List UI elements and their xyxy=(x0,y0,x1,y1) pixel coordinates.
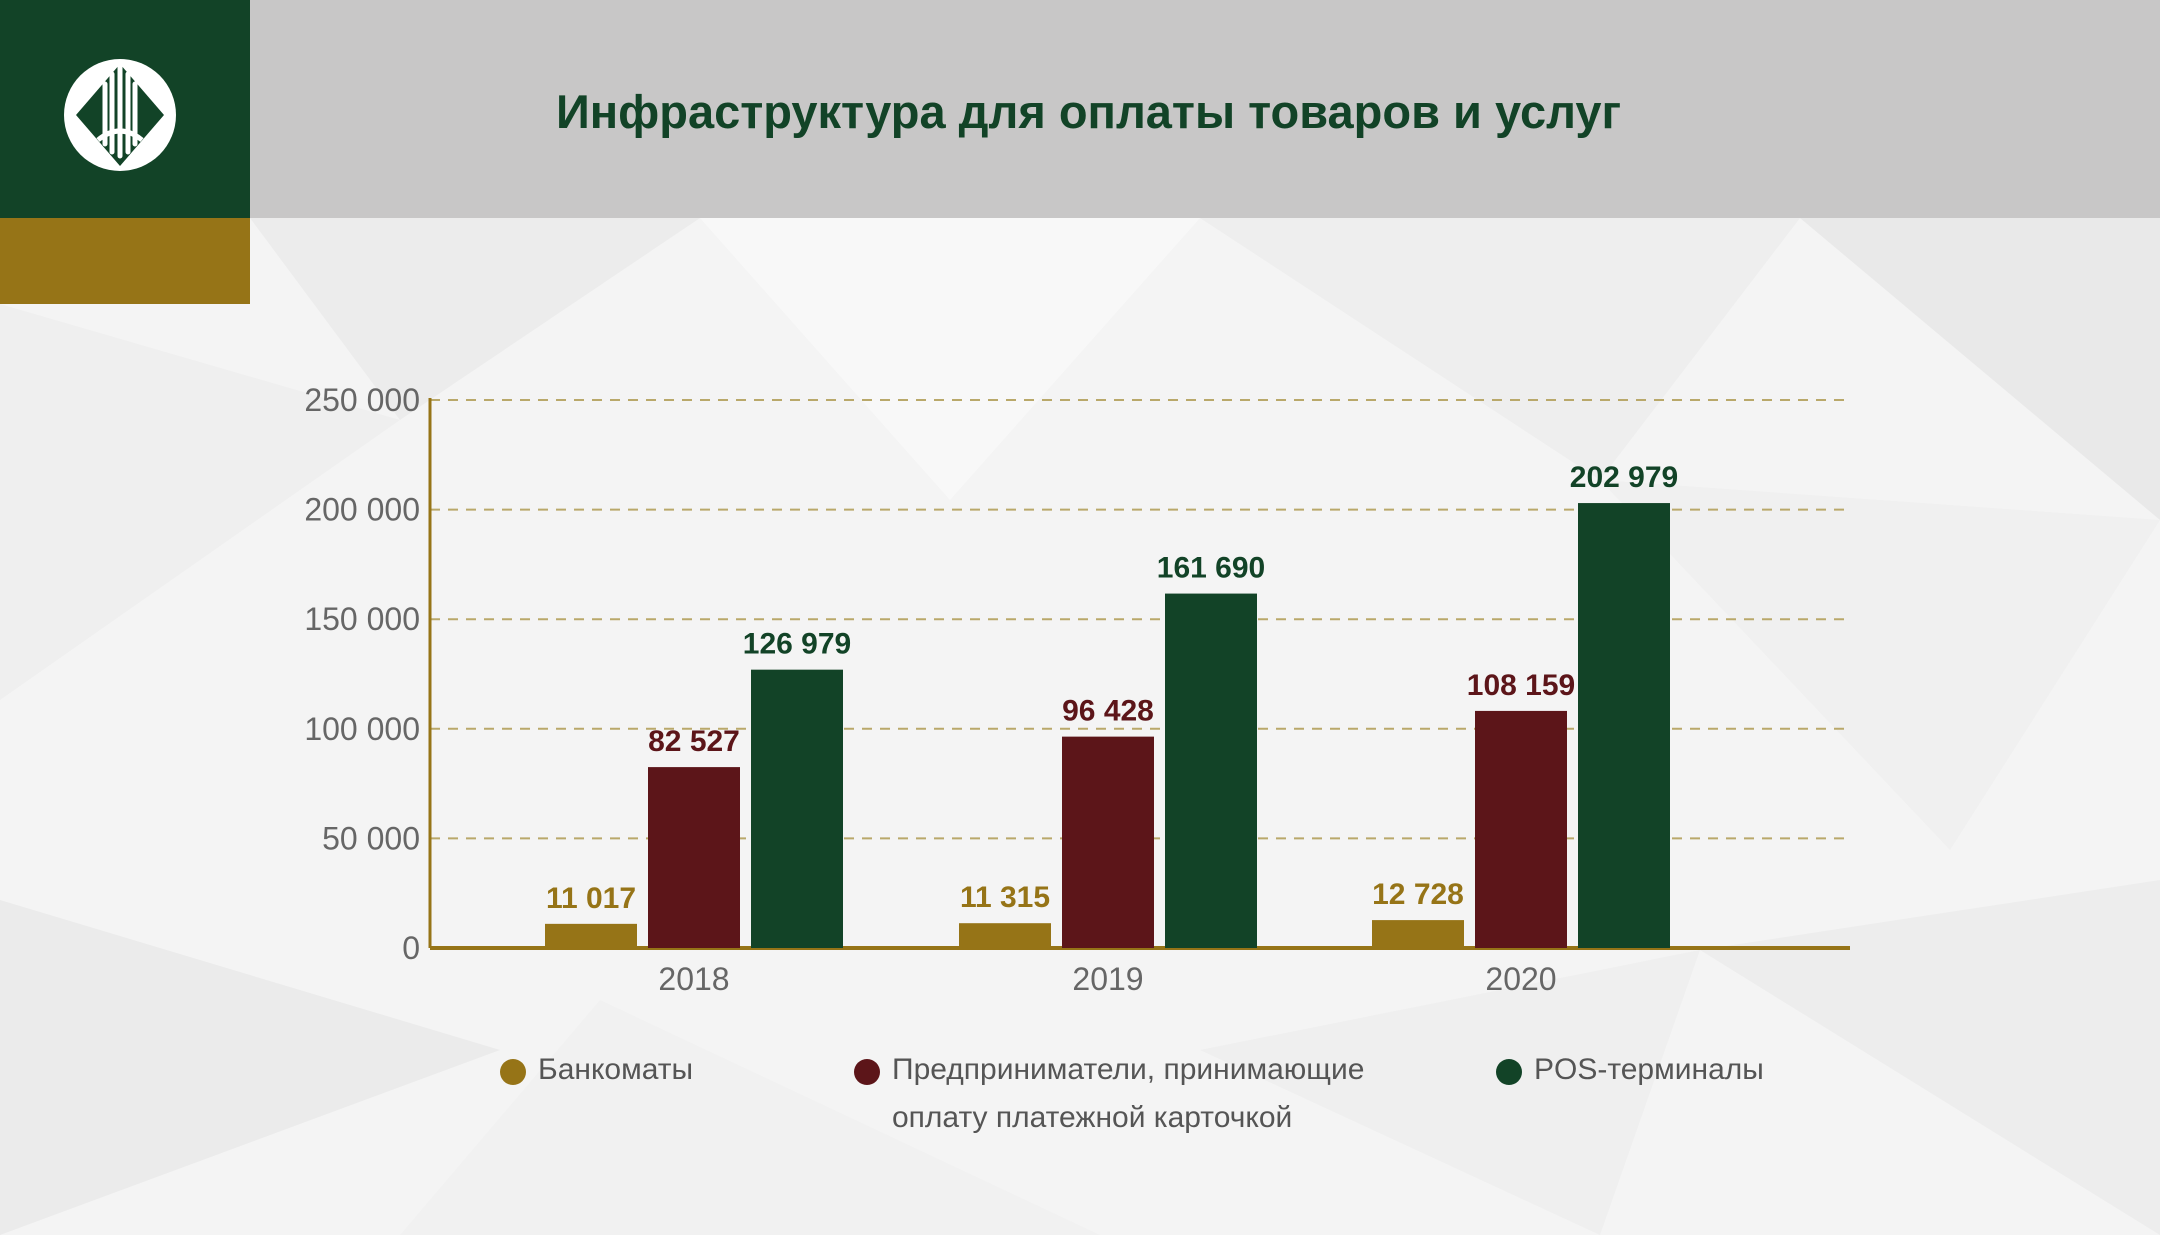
chart-legend: Банкоматы Предприниматели, принимающие о… xyxy=(0,1053,2160,1195)
legend-label-merchants: Предприниматели, принимающие оплату плат… xyxy=(892,1046,1364,1142)
bar-merchants xyxy=(1062,736,1154,948)
data-label-atm: 11 315 xyxy=(960,881,1050,914)
bar-pos xyxy=(1165,593,1257,948)
data-label-merchants: 108 159 xyxy=(1467,669,1575,702)
logo-block xyxy=(0,0,250,218)
data-label-pos: 202 979 xyxy=(1570,461,1678,494)
data-label-merchants: 82 527 xyxy=(648,725,740,758)
legend-dot-merchants xyxy=(854,1059,880,1085)
legend-label-pos: POS-терминалы xyxy=(1534,1053,1764,1086)
legend-dot-atm xyxy=(500,1059,526,1085)
data-label-atm: 12 728 xyxy=(1372,878,1464,911)
legend-label-merchants-line1: Предприниматели, принимающие xyxy=(892,1053,1365,1086)
y-tick-label: 150 000 xyxy=(304,601,420,637)
data-label-merchants: 96 428 xyxy=(1062,695,1154,728)
bar-atm xyxy=(545,923,637,948)
bar-pos xyxy=(1578,503,1670,948)
legend-item-pos: POS-терминалы xyxy=(1496,1053,1764,1094)
legend-item-merchants: Предприниматели, принимающие оплату плат… xyxy=(854,1053,1364,1142)
bar-atm xyxy=(1372,920,1464,948)
x-tick-label: 2019 xyxy=(1072,961,1143,997)
legend-label-merchants-line2: оплату платежной карточкой xyxy=(892,1101,1293,1134)
gold-accent-block xyxy=(0,218,250,304)
page-title: Инфраструктура для оплаты товаров и услу… xyxy=(556,85,1622,138)
x-tick-label: 2018 xyxy=(658,961,729,997)
y-tick-label: 250 000 xyxy=(304,382,420,418)
x-tick-label: 2020 xyxy=(1485,961,1556,997)
y-tick-label: 200 000 xyxy=(304,492,420,528)
bar-atm xyxy=(959,923,1051,948)
legend-item-atm: Банкоматы xyxy=(500,1053,693,1094)
bar-merchants xyxy=(1475,710,1567,948)
y-tick-label: 100 000 xyxy=(304,711,420,747)
legend-dot-pos xyxy=(1496,1059,1522,1085)
bar-merchants xyxy=(648,767,740,948)
bank-emblem-icon xyxy=(64,59,176,171)
header-band xyxy=(250,0,2160,218)
data-label-atm: 11 017 xyxy=(546,882,636,915)
data-label-pos: 161 690 xyxy=(1157,552,1265,585)
y-tick-label: 50 000 xyxy=(322,820,420,856)
bar-pos xyxy=(751,669,843,948)
legend-label-atm: Банкоматы xyxy=(538,1053,694,1086)
data-label-pos: 126 979 xyxy=(743,628,851,661)
y-tick-label: 0 xyxy=(402,930,420,966)
